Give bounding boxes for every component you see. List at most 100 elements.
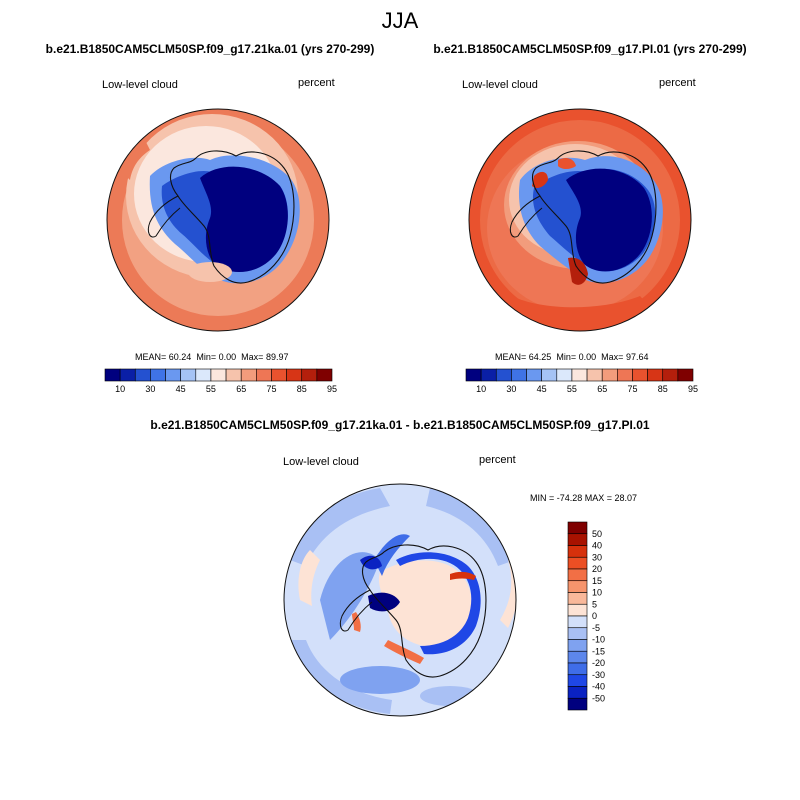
difference-colorbar-box (567, 674, 588, 687)
left-stats: MEAN= 60.24 Min= 0.00 Max= 89.97 (135, 352, 289, 362)
right-colorbar-tick-label: 95 (688, 384, 698, 394)
difference-colorbar-box (567, 639, 588, 652)
diff-ring (396, 552, 481, 655)
right-colorbar-box (571, 368, 588, 382)
left-colorbar-tick-label: 75 (266, 384, 276, 394)
left-colorbar-box (180, 368, 197, 382)
right-colorbar-tick-label: 65 (597, 384, 607, 394)
difference-colorbar-box (567, 697, 588, 711)
difference-colorbar-tick-label: 10 (592, 588, 602, 598)
left-map-border (106, 108, 330, 332)
difference-colorbar-tick-label: 40 (592, 541, 602, 551)
right-colorbar-box (647, 368, 664, 382)
difference-colorbar-box (567, 533, 588, 546)
right-units-label: percent (659, 77, 696, 89)
left-colorbar-box (240, 368, 257, 382)
left-colorbar-tick-label: 30 (145, 384, 155, 394)
right-colorbar-box (601, 368, 618, 382)
difference-colorbar-tick-label: -30 (592, 670, 605, 680)
right-ice-core (566, 168, 652, 272)
right-variable-label: Low-level cloud (462, 79, 538, 91)
left-colorbar-tick-label: 95 (327, 384, 337, 394)
difference-colorbar-tick-label: -40 (592, 682, 605, 692)
difference-colorbar-box (567, 592, 588, 605)
left-map (106, 108, 330, 332)
difference-colorbar-tick-label: 15 (592, 576, 602, 586)
left-colorbar-box (195, 368, 212, 382)
diff-peninsula (339, 589, 373, 632)
right-colorbar-box (480, 368, 497, 382)
left-mean-value: 60.24 (168, 352, 192, 362)
diff-coastline (361, 544, 487, 678)
right-colorbar-box (511, 368, 527, 382)
left-colorbar-box (286, 368, 303, 382)
right-colorbar-box (526, 368, 542, 382)
left-peninsula (147, 195, 181, 238)
figure-title: JJA (381, 8, 419, 33)
left-colorbar-box (210, 368, 227, 382)
left-colorbar-box (104, 368, 121, 382)
right-colorbar-tick-label: 55 (567, 384, 577, 394)
difference-colorbar-box (567, 686, 588, 699)
right-colorbar-box (495, 368, 512, 382)
difference-colorbar-box (567, 545, 588, 558)
left-colorbar-box (271, 368, 287, 382)
right-panel-title: b.e21.B1850CAM5CLM50SP.f09_g17.PI.01 (yr… (433, 42, 747, 56)
difference-colorbar-box (567, 650, 588, 664)
right-colorbar-box (677, 368, 694, 382)
left-colorbar-box (316, 368, 333, 382)
difference-units-label: percent (479, 454, 516, 466)
difference-colorbar-box (567, 521, 588, 535)
left-colorbar-tick-label: 45 (176, 384, 186, 394)
left-min-value: 0.00 (218, 352, 237, 362)
difference-colorbar-box (567, 603, 588, 617)
left-colorbar: 10 30 45 55 65 75 85 95 (104, 368, 337, 394)
right-colorbar-box (541, 368, 558, 382)
right-colorbar-box (632, 368, 648, 382)
right-colorbar-box (465, 368, 482, 382)
difference-colorbar-box (567, 556, 588, 570)
left-colorbar-tick-label: 55 (206, 384, 216, 394)
right-colorbar-tick-label: 75 (627, 384, 637, 394)
right-colorbar-tick-label: 10 (476, 384, 486, 394)
difference-map (283, 483, 517, 717)
left-colorbar-box (119, 368, 136, 382)
right-stats: MEAN= 64.25 Min= 0.00 Max= 97.64 (495, 352, 649, 362)
difference-variable-label: Low-level cloud (283, 456, 359, 468)
right-map (468, 108, 692, 332)
difference-colorbar-box (567, 627, 588, 640)
left-colorbar-box (134, 368, 151, 382)
difference-colorbar-box (567, 568, 588, 582)
left-ice-core (200, 166, 288, 273)
right-map-border (468, 108, 692, 332)
right-colorbar-tick-label: 85 (658, 384, 668, 394)
left-colorbar-box (165, 368, 181, 382)
left-units-label: percent (298, 77, 335, 89)
left-colorbar-box (256, 368, 272, 382)
difference-colorbar-tick-label: -10 (592, 635, 605, 645)
difference-colorbar-box (567, 580, 588, 593)
right-colorbar-box (556, 368, 573, 382)
right-max-value: 97.64 (625, 352, 649, 362)
difference-title: b.e21.B1850CAM5CLM50SP.f09_g17.21ka.01 -… (150, 418, 650, 432)
difference-colorbar-tick-label: 20 (592, 564, 602, 574)
diff-interior (378, 560, 472, 647)
difference-colorbar-tick-label: -15 (592, 646, 605, 656)
right-colorbar: 10 30 45 55 65 75 85 95 (465, 368, 698, 394)
diff-map-border (283, 483, 517, 717)
difference-colorbar-box (567, 662, 588, 676)
right-colorbar-box (586, 368, 603, 382)
left-colorbar-tick-label: 65 (236, 384, 246, 394)
difference-minmax: MIN = -74.28 MAX = 28.07 (530, 493, 638, 503)
right-hotspot (568, 257, 588, 285)
difference-colorbar-tick-label: -5 (592, 623, 600, 633)
right-coastline (531, 150, 657, 284)
left-coastline (169, 150, 295, 284)
right-mean-value: 64.25 (528, 352, 552, 362)
left-colorbar-box (150, 368, 166, 382)
diff-max-streak (450, 571, 476, 580)
difference-colorbar-tick-label: -20 (592, 658, 605, 668)
left-colorbar-tick-label: 85 (297, 384, 307, 394)
left-colorbar-tick-label: 10 (115, 384, 125, 394)
